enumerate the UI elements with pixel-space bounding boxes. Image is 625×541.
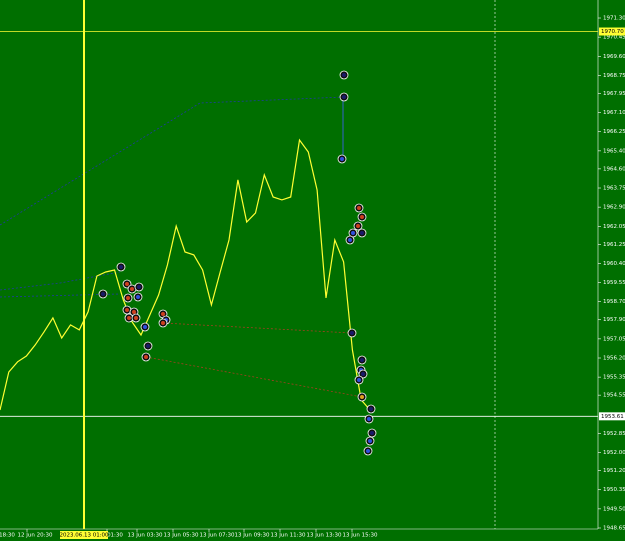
y-tick-label: 1966.25 (603, 129, 625, 135)
order-marker-core (370, 431, 374, 435)
order-marker-core (342, 95, 346, 99)
price-label-box (599, 27, 625, 36)
order-marker-core (134, 316, 138, 320)
y-tick-label: 1952.85 (603, 431, 625, 437)
price-label: 1970.70 (601, 29, 624, 35)
order-marker-core (144, 355, 148, 359)
x-tick-label: 13 Jun 11:30 (271, 533, 306, 539)
order-marker-core (126, 296, 130, 300)
y-tick-label: 1971.30 (603, 16, 625, 22)
order-marker-core (361, 372, 365, 376)
order-line (145, 356, 363, 398)
order-marker-core (360, 358, 364, 362)
y-tick-label: 1954.55 (603, 393, 625, 399)
order-marker-core (127, 316, 131, 320)
cursor-label: 2023.06.13 01:00 (59, 533, 109, 539)
y-tick-label: 1958.70 (603, 299, 625, 305)
y-tick-label: 1957.90 (603, 317, 625, 323)
order-line (162, 322, 353, 334)
plot (0, 0, 598, 529)
y-tick-label: 1955.35 (603, 375, 625, 381)
order-marker-core (125, 282, 129, 286)
x-tick-label: 13 Jun 15:30 (343, 533, 378, 539)
y-tick-label: 1959.55 (603, 280, 625, 286)
order-marker-core (130, 287, 134, 291)
order-marker-core (161, 321, 165, 325)
order-marker-core (360, 231, 364, 235)
order-marker-core (101, 292, 105, 296)
order-marker-core (350, 331, 354, 335)
x-tick-label: 12 Jun 20:30 (18, 533, 53, 539)
y-tick-label: 1949.50 (603, 506, 625, 512)
y-tick-label: 1962.90 (603, 205, 625, 211)
order-marker-core (348, 238, 352, 242)
order-marker-core (342, 73, 346, 77)
order-marker-core (161, 312, 165, 316)
order-marker-core (136, 295, 140, 299)
y-tick-label: 1964.60 (603, 166, 625, 172)
trend-line (0, 271, 121, 291)
y-tick-label: 1963.75 (603, 186, 625, 192)
y-tick-label: 1968.75 (603, 73, 625, 79)
x-tick-label: 13 Jun 07:30 (200, 533, 235, 539)
y-tick-label: 1970.45 (603, 35, 625, 41)
order-markers (98, 70, 377, 456)
y-tick-label: 1948.65 (603, 526, 625, 532)
y-tick-label: 1967.10 (603, 110, 625, 116)
order-marker-core (340, 157, 344, 161)
order-marker-core (368, 439, 372, 443)
y-tick-label: 1967.95 (603, 91, 625, 97)
y-tick-label: 1969.60 (603, 54, 625, 60)
order-marker-core (360, 395, 364, 399)
y-tick-label: 1950.35 (603, 487, 625, 493)
order-marker-core (146, 344, 150, 348)
order-marker-core (132, 310, 136, 314)
price-label: 1953.61 (601, 414, 624, 420)
y-tick-label: 1960.40 (603, 261, 625, 267)
order-marker-core (357, 206, 361, 210)
order-marker-core (137, 285, 141, 289)
x-tick-label: 13 Jun 03:30 (128, 533, 163, 539)
order-marker-core (367, 417, 371, 421)
y-tick-label: 1956.20 (603, 356, 625, 362)
x-tick-label: 18:30 (0, 533, 15, 539)
order-marker-core (369, 407, 373, 411)
y-tick-label: 1957.05 (603, 336, 625, 342)
price-line-series (0, 138, 371, 411)
order-marker-core (143, 325, 147, 329)
x-tick-label: 01:30 (107, 533, 123, 539)
x-tick-label: 13 Jun 13:30 (307, 533, 342, 539)
price-label-box (599, 412, 625, 421)
order-marker-core (366, 449, 370, 453)
cursor-label-box (60, 531, 108, 539)
trend-line (0, 96, 345, 226)
y-tick-label: 1951.20 (603, 468, 625, 474)
y-tick-label: 1952.00 (603, 450, 625, 456)
order-marker-core (351, 231, 355, 235)
order-marker-core (357, 378, 361, 382)
x-tick-label: 13 Jun 05:30 (164, 533, 199, 539)
y-tick-label: 1962.05 (603, 224, 625, 230)
decor (0, 0, 599, 530)
order-marker-core (119, 265, 123, 269)
order-marker-core (356, 224, 360, 228)
order-marker-core (360, 215, 364, 219)
order-marker-core (125, 308, 129, 312)
x-tick-label: 13 Jun 09:30 (235, 533, 270, 539)
y-tick-label: 1961.25 (603, 242, 625, 248)
y-tick-label: 1965.40 (603, 148, 625, 154)
